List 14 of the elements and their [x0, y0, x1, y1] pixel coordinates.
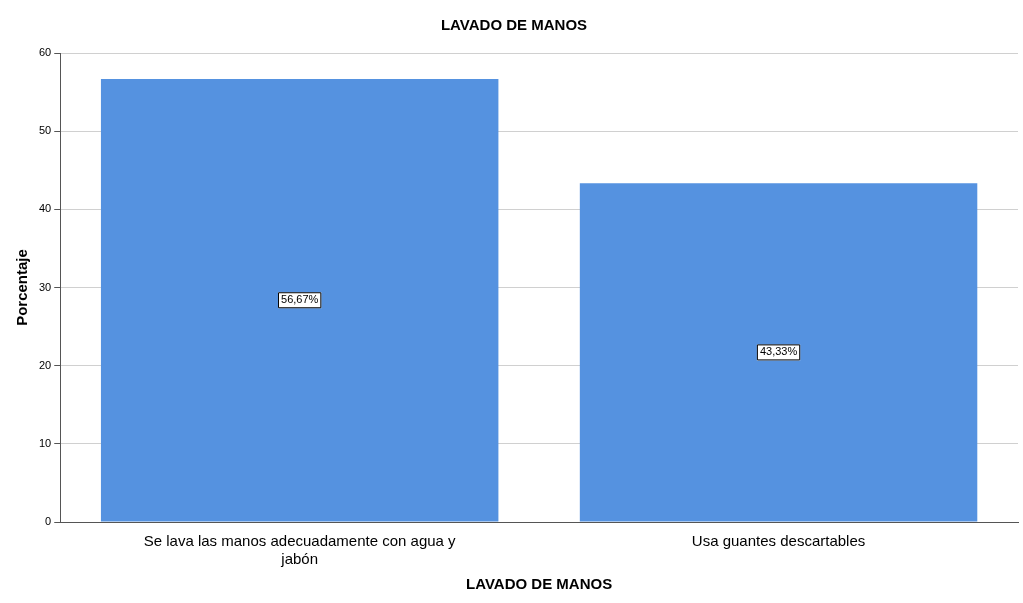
- data-label: 43,33%: [759, 345, 798, 358]
- x-tick-label: Usa guantes descartables: [691, 532, 866, 550]
- x-axis-title: LAVADO DE MANOS: [466, 575, 613, 593]
- chart-title: LAVADO DE MANOS: [440, 16, 588, 34]
- y-tick-label: 10: [38, 436, 52, 449]
- y-tick-label: 30: [38, 280, 52, 293]
- y-tick-label: 40: [38, 202, 52, 215]
- x-tick-label: Se lava las manos adecuadamente con agua y jabón: [143, 532, 457, 568]
- y-tick-label: 50: [38, 124, 52, 137]
- y-axis-title: Porcentaje: [13, 249, 31, 326]
- y-tick-label: 20: [38, 358, 52, 371]
- y-tick-label: 0: [45, 515, 52, 528]
- data-label: 56,67%: [281, 293, 319, 306]
- y-tick-label: 60: [38, 46, 52, 59]
